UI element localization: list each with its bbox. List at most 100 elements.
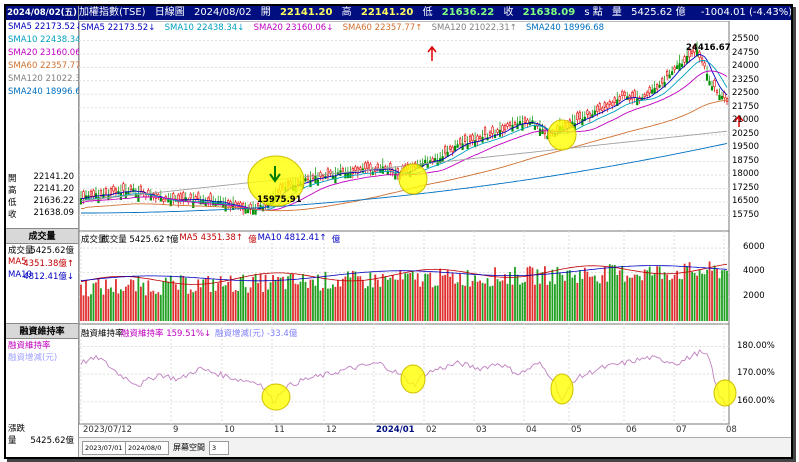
candle-body xyxy=(182,192,185,200)
volume-bar xyxy=(132,280,135,321)
volume-bar xyxy=(351,270,354,321)
volume-bar xyxy=(449,276,452,321)
volume-bar xyxy=(257,283,259,321)
volume-bar xyxy=(549,281,551,321)
sidebar-sma-1: SMA10 22438.34↓ xyxy=(8,35,88,45)
candle-body xyxy=(109,188,113,195)
volume-bar xyxy=(469,286,471,321)
volume-bar xyxy=(613,265,616,321)
volume-value: 5425.62 億 xyxy=(631,7,686,18)
volume-bar xyxy=(623,281,626,321)
volume-bar xyxy=(366,286,369,321)
volume-bar xyxy=(174,284,177,321)
volume-bar xyxy=(406,273,409,321)
volume-bar xyxy=(137,276,140,321)
candle-body xyxy=(623,91,626,96)
volume-bar xyxy=(678,278,681,321)
candle-body xyxy=(139,185,142,192)
candle-body xyxy=(708,81,711,86)
volume-bar xyxy=(207,275,210,321)
volume-bar xyxy=(601,275,604,321)
volume-bar xyxy=(92,283,95,321)
volume-bar xyxy=(509,272,511,321)
end-date-select[interactable]: 2024/08/0 xyxy=(125,441,169,455)
candle-body xyxy=(179,193,182,200)
volume-bar xyxy=(686,266,688,321)
volume-bar xyxy=(454,283,457,321)
volume-bar xyxy=(376,279,379,321)
candle-body xyxy=(705,73,709,81)
volume-bar xyxy=(718,278,721,321)
volume-bar xyxy=(361,280,364,321)
volume-bar xyxy=(204,278,207,321)
volume-bar xyxy=(439,268,442,321)
volume-bar xyxy=(404,273,407,321)
volume-bar xyxy=(309,279,312,321)
volume-bar xyxy=(82,295,85,321)
span-input[interactable]: 3 xyxy=(209,441,229,455)
volume-bar xyxy=(573,274,576,321)
candle-body xyxy=(311,174,315,179)
candle-body xyxy=(244,208,247,214)
candle-body xyxy=(209,193,212,201)
candle-body xyxy=(513,122,517,125)
sidebar-ohlc-0: 開 22141.20 xyxy=(8,172,76,184)
candle-body xyxy=(596,105,599,112)
start-date-select[interactable]: 2023/07/01 xyxy=(82,441,126,455)
candle-body xyxy=(603,102,606,108)
candle-body xyxy=(598,103,601,110)
candle-body xyxy=(471,134,474,141)
volume-bar xyxy=(247,292,250,321)
volume-bar xyxy=(701,273,703,321)
volume-row: 量 5425.62億 xyxy=(8,436,74,446)
volume-bar xyxy=(464,285,467,321)
volume-bar xyxy=(536,269,539,321)
volume-bar xyxy=(628,277,631,321)
volume-bar xyxy=(364,288,367,321)
volume-bar xyxy=(636,274,639,321)
ohlc-label: 低 xyxy=(8,198,17,208)
candle-body xyxy=(169,200,172,207)
volume-bar xyxy=(214,290,217,321)
candle-body xyxy=(89,190,93,197)
volume-bar xyxy=(616,274,619,321)
candle-body xyxy=(523,117,527,123)
volume-bar xyxy=(708,261,711,321)
volume-bar xyxy=(122,291,125,321)
unit-label: s 點 xyxy=(584,7,603,18)
volume-bar xyxy=(386,279,389,321)
volume-bar xyxy=(721,270,723,321)
candle-body xyxy=(646,91,649,96)
volume-bar xyxy=(471,280,474,321)
volume-bar xyxy=(244,287,247,321)
candle-body xyxy=(695,49,699,57)
volume-bar xyxy=(666,274,669,321)
volume-bar xyxy=(110,287,112,321)
candle-body xyxy=(656,84,659,90)
candle-body xyxy=(137,194,140,202)
candle-body xyxy=(478,136,482,140)
volume-bar xyxy=(608,264,611,321)
volume-bar xyxy=(491,285,494,321)
volume-bar xyxy=(506,283,509,321)
candle-body xyxy=(177,194,180,203)
volume-bar xyxy=(194,290,197,321)
sidebar-vol-0: 成交量 5425.62億 xyxy=(8,244,76,256)
candle-body xyxy=(715,90,719,94)
candle-body xyxy=(329,170,332,174)
volume-bar xyxy=(239,277,242,321)
volume-bar xyxy=(80,284,82,321)
candle-body xyxy=(483,127,487,135)
volume-bar xyxy=(394,279,397,321)
sidebar-vol-2: MA10 4812.41億↓ xyxy=(8,270,76,282)
volume-bar xyxy=(217,283,220,321)
candle-body xyxy=(648,86,651,94)
chart-area[interactable] xyxy=(79,21,791,437)
candle-body xyxy=(194,196,197,200)
candle-body xyxy=(192,200,195,209)
volume-bar xyxy=(626,275,629,321)
volume-bar xyxy=(524,281,526,321)
candle-body xyxy=(224,204,227,212)
candle-body xyxy=(129,185,132,190)
volume-bar xyxy=(149,291,152,321)
